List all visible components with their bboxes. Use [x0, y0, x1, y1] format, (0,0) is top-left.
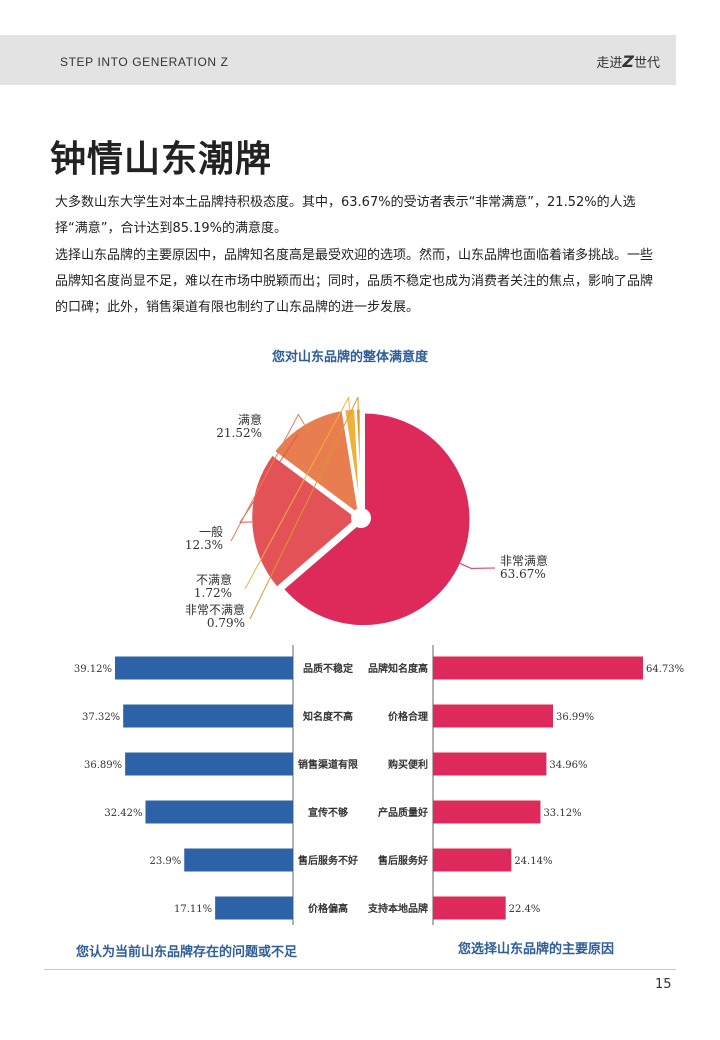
problems-bar-value: 36.89% — [84, 760, 122, 771]
pie-leader-line-very-unsatisfied — [249, 396, 359, 620]
problems-bar — [215, 896, 293, 920]
problems-bar — [115, 656, 293, 680]
pie-label-value-satisfied: 21.52% — [216, 426, 262, 440]
reasons-chart-title: 您选择山东品牌的主要原因 — [458, 942, 615, 957]
problems-category-label: 品质不稳定 — [303, 662, 353, 675]
page-title: 钟情山东潮牌 — [50, 139, 273, 180]
problems-category-label: 知名度不高 — [302, 710, 353, 723]
reasons-category-label: 购买便利 — [388, 758, 428, 771]
problems-bar — [123, 704, 293, 728]
pie-leader-line-very-satisfied — [459, 562, 496, 569]
problems-bar — [145, 800, 293, 824]
reasons-bar — [433, 800, 541, 824]
reasons-bar — [433, 848, 512, 872]
paragraph-reasons: 选择山东品牌的主要原因中，品牌知名度高是最受欢迎的选项。然而，山东品牌也面临着诸… — [55, 248, 654, 315]
reasons-bar-value: 34.96% — [549, 760, 587, 771]
reasons-bar — [433, 896, 506, 920]
reasons-bar-value: 24.14% — [514, 856, 552, 867]
problems-bar-value: 17.11% — [174, 904, 212, 915]
pie-leader-line-neutral — [230, 413, 306, 542]
page-header: STEP INTO GENERATION Z 走进Z世代 — [0, 35, 676, 85]
problems-category-label: 宣传不够 — [308, 806, 348, 819]
pie-center-hole — [351, 508, 371, 528]
reasons-bar-value: 64.73% — [646, 664, 684, 675]
header-chapter-suffix: 世代 — [633, 56, 660, 71]
problems-category-label: 销售渠道有限 — [298, 758, 359, 771]
problems-bar — [125, 752, 293, 776]
header-chapter-z: Z — [622, 52, 634, 71]
pie-chart-title: 您对山东品牌的整体满意度 — [272, 350, 429, 365]
problems-chart-title: 您认为当前山东品牌存在的问题或不足 — [76, 945, 298, 960]
reasons-bar-value: 33.12% — [543, 808, 581, 819]
reasons-bar — [433, 752, 547, 776]
header-chapter-prefix: 走进 — [596, 56, 623, 71]
reasons-bar-value: 22.4% — [509, 904, 541, 915]
reasons-category-label: 价格合理 — [388, 710, 428, 723]
footer-divider — [44, 969, 676, 970]
problems-bar-value: 32.42% — [104, 808, 142, 819]
pie-label-name-very-satisfied: 非常满意 — [500, 553, 548, 568]
pie-label-value-unsatisfied: 1.72% — [194, 586, 232, 600]
header-series-title: STEP INTO GENERATION Z — [60, 55, 229, 69]
problems-bar-value: 23.9% — [149, 856, 181, 867]
pie-label-value-very-unsatisfied: 0.79% — [207, 616, 245, 630]
pie-label-value-neutral: 12.3% — [185, 538, 223, 552]
problems-category-label: 价格偏高 — [308, 902, 348, 915]
problems-bar-value: 37.32% — [82, 712, 120, 723]
reasons-bar — [433, 656, 643, 680]
problems-category-label: 售后服务不好 — [298, 854, 358, 867]
reasons-category-label: 产品质量好 — [378, 806, 428, 819]
reasons-category-label: 品牌知名度高 — [368, 662, 428, 675]
pie-label-name-very-unsatisfied: 非常不满意 — [185, 602, 245, 617]
pie-label-name-unsatisfied: 不满意 — [196, 572, 232, 587]
pie-label-value-very-satisfied: 63.67% — [500, 567, 546, 581]
paragraph-satisfaction: 大多数山东大学生对本土品牌持积极态度。其中，63.67%的受访者表示“非常满意”… — [55, 195, 636, 236]
pie-label-name-satisfied: 满意 — [238, 412, 262, 427]
header-chapter-title: 走进Z世代 — [596, 52, 660, 71]
reasons-bar — [433, 704, 554, 728]
page-number: 15 — [655, 977, 672, 992]
reasons-category-label: 售后服务好 — [378, 854, 428, 867]
pie-leader-line-satisfied — [239, 433, 299, 523]
problems-bar-value: 39.12% — [74, 664, 112, 675]
reasons-category-label: 支持本地品牌 — [367, 902, 428, 915]
pie-leader-line-unsatisfied — [244, 395, 351, 590]
pie-label-name-neutral: 一般 — [199, 524, 223, 539]
reasons-bar-value: 36.99% — [556, 712, 594, 723]
problems-bar — [184, 848, 293, 872]
